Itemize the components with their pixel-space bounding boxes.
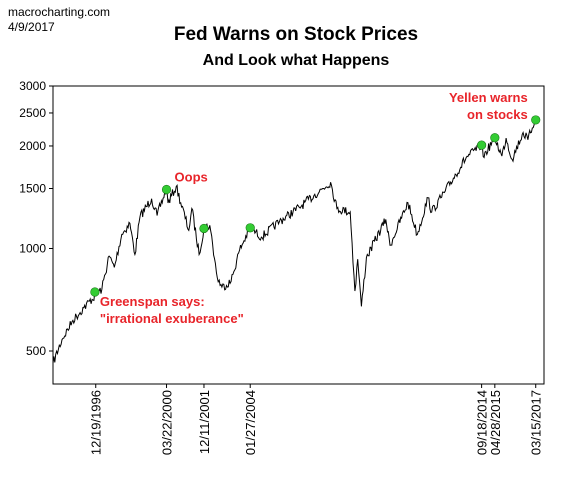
markers bbox=[90, 115, 541, 297]
x-tick-label: 09/18/2014 bbox=[475, 390, 490, 455]
chart-title: Fed Warns on Stock Prices bbox=[173, 24, 419, 45]
chart-subtitle: And Look what Happens bbox=[202, 52, 390, 69]
source-info: macrocharting.com 4/9/2017 bbox=[8, 5, 110, 35]
y-tick-label: 500 bbox=[26, 344, 46, 358]
event-marker bbox=[477, 140, 487, 150]
annotation-text: Yellen warns bbox=[449, 90, 528, 105]
series-line bbox=[52, 116, 538, 364]
series bbox=[52, 116, 538, 364]
event-marker bbox=[531, 115, 541, 125]
x-tick-label: 04/28/2015 bbox=[488, 390, 503, 455]
x-tick-label: 12/19/1996 bbox=[89, 390, 104, 455]
y-tick-label: 2500 bbox=[19, 106, 46, 120]
plot-frame bbox=[52, 85, 545, 385]
plot-area bbox=[52, 85, 545, 385]
x-tick-label: 01/27/2004 bbox=[243, 390, 258, 455]
y-tick-label: 1500 bbox=[19, 182, 46, 196]
annotation-text: Oops bbox=[175, 170, 208, 185]
x-tick-label: 03/22/2000 bbox=[160, 390, 175, 455]
annotation-text: "irrational exuberance" bbox=[100, 311, 244, 326]
y-tick-label: 1000 bbox=[19, 241, 46, 255]
annotation-text: on stocks bbox=[467, 107, 528, 122]
source-site: macrocharting.com bbox=[8, 5, 111, 19]
y-tick-label: 2000 bbox=[19, 139, 46, 153]
annotation-text: Greenspan says: bbox=[100, 294, 205, 309]
source-date: 4/9/2017 bbox=[8, 20, 55, 34]
annotations: Greenspan says: "irrational exuberance" Oo… bbox=[100, 90, 528, 326]
event-marker bbox=[490, 133, 500, 143]
x-tick-label: 03/15/2017 bbox=[529, 390, 544, 455]
y-axis: 500 1000 1500 2000 2500 3000 bbox=[19, 79, 53, 358]
event-marker bbox=[245, 223, 255, 233]
event-marker bbox=[199, 223, 209, 234]
y-tick-label: 3000 bbox=[19, 79, 46, 93]
x-tick-label: 12/11/2001 bbox=[197, 390, 212, 454]
event-marker bbox=[161, 184, 172, 195]
x-axis: 12/19/1996 03/22/2000 12/11/2001 01/27/2004… bbox=[89, 384, 544, 455]
event-marker bbox=[90, 287, 100, 297]
